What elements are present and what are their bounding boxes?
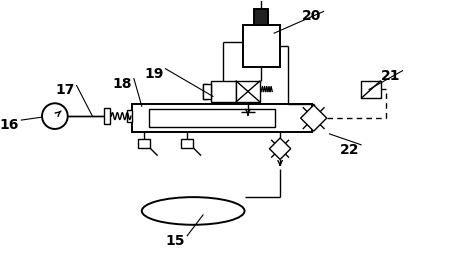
Text: 20: 20 bbox=[302, 9, 321, 23]
Text: 19: 19 bbox=[144, 66, 163, 80]
Bar bbox=[138, 139, 150, 148]
Bar bbox=[127, 111, 132, 123]
Text: 18: 18 bbox=[112, 76, 132, 90]
Bar bbox=[149, 110, 275, 128]
Text: 22: 22 bbox=[339, 142, 359, 156]
Ellipse shape bbox=[142, 197, 245, 225]
Bar bbox=[361, 81, 381, 99]
Polygon shape bbox=[301, 106, 327, 132]
Bar bbox=[203, 85, 207, 100]
Circle shape bbox=[42, 104, 68, 130]
Bar bbox=[255, 10, 268, 26]
Bar bbox=[236, 81, 260, 103]
Text: 16: 16 bbox=[0, 118, 19, 132]
Text: 21: 21 bbox=[381, 68, 401, 82]
Bar bbox=[211, 81, 236, 103]
Text: 17: 17 bbox=[55, 83, 75, 97]
Bar bbox=[203, 85, 211, 100]
Bar bbox=[104, 109, 110, 124]
Polygon shape bbox=[269, 138, 291, 160]
Bar bbox=[242, 26, 280, 68]
Bar bbox=[132, 105, 312, 132]
Bar bbox=[181, 139, 193, 148]
Text: 15: 15 bbox=[166, 233, 185, 247]
